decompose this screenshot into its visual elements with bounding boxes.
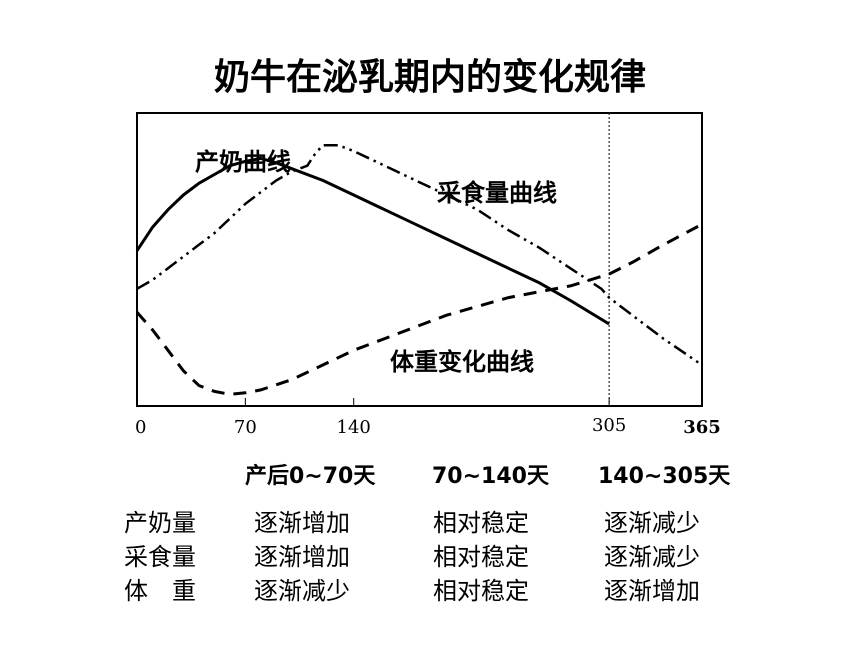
cell-feed-phase3: 逐渐减少	[604, 543, 700, 571]
x-tick-label-140: 140	[337, 417, 371, 438]
x-axis-ticks: 0 70 140 305 365	[135, 398, 721, 438]
cell-milk-phase3: 逐渐减少	[604, 509, 700, 537]
series-label-body-weight: 体重变化曲线	[390, 348, 534, 376]
cell-milk-phase2: 相对稳定	[433, 509, 529, 537]
series-line-feed-intake	[136, 143, 703, 367]
x-tick-label-365: 365	[683, 417, 721, 438]
series-line-body-weight	[135, 222, 703, 396]
chart-title: 奶牛在泌乳期内的变化规律	[213, 57, 646, 98]
cell-milk-phase1: 逐渐增加	[254, 509, 350, 537]
x-tick-label-0: 0	[135, 417, 146, 438]
cell-weight-phase2: 相对稳定	[433, 577, 529, 605]
series-line-milk-yield	[135, 156, 610, 326]
cell-weight-phase1: 逐渐减少	[254, 577, 350, 605]
plot-frame	[136, 112, 703, 407]
series-label-milk-yield: 产奶曲线	[195, 148, 291, 176]
series-label-feed-intake: 采食量曲线	[437, 179, 557, 207]
phase-label-3: 140~305天	[598, 464, 731, 489]
cell-feed-phase1: 逐渐增加	[254, 543, 350, 571]
x-tick-label-305: 305	[592, 415, 626, 436]
row-label-milk: 产奶量	[124, 509, 196, 537]
phase-label-2: 70~140天	[432, 464, 549, 489]
x-tick-label-70: 70	[234, 417, 257, 438]
cell-weight-phase3: 逐渐增加	[604, 577, 700, 605]
phase-label-1: 产后0~70天	[245, 464, 376, 489]
cell-feed-phase2: 相对稳定	[433, 543, 529, 571]
row-label-feed: 采食量	[124, 543, 196, 571]
row-label-weight: 体 重	[124, 577, 196, 605]
